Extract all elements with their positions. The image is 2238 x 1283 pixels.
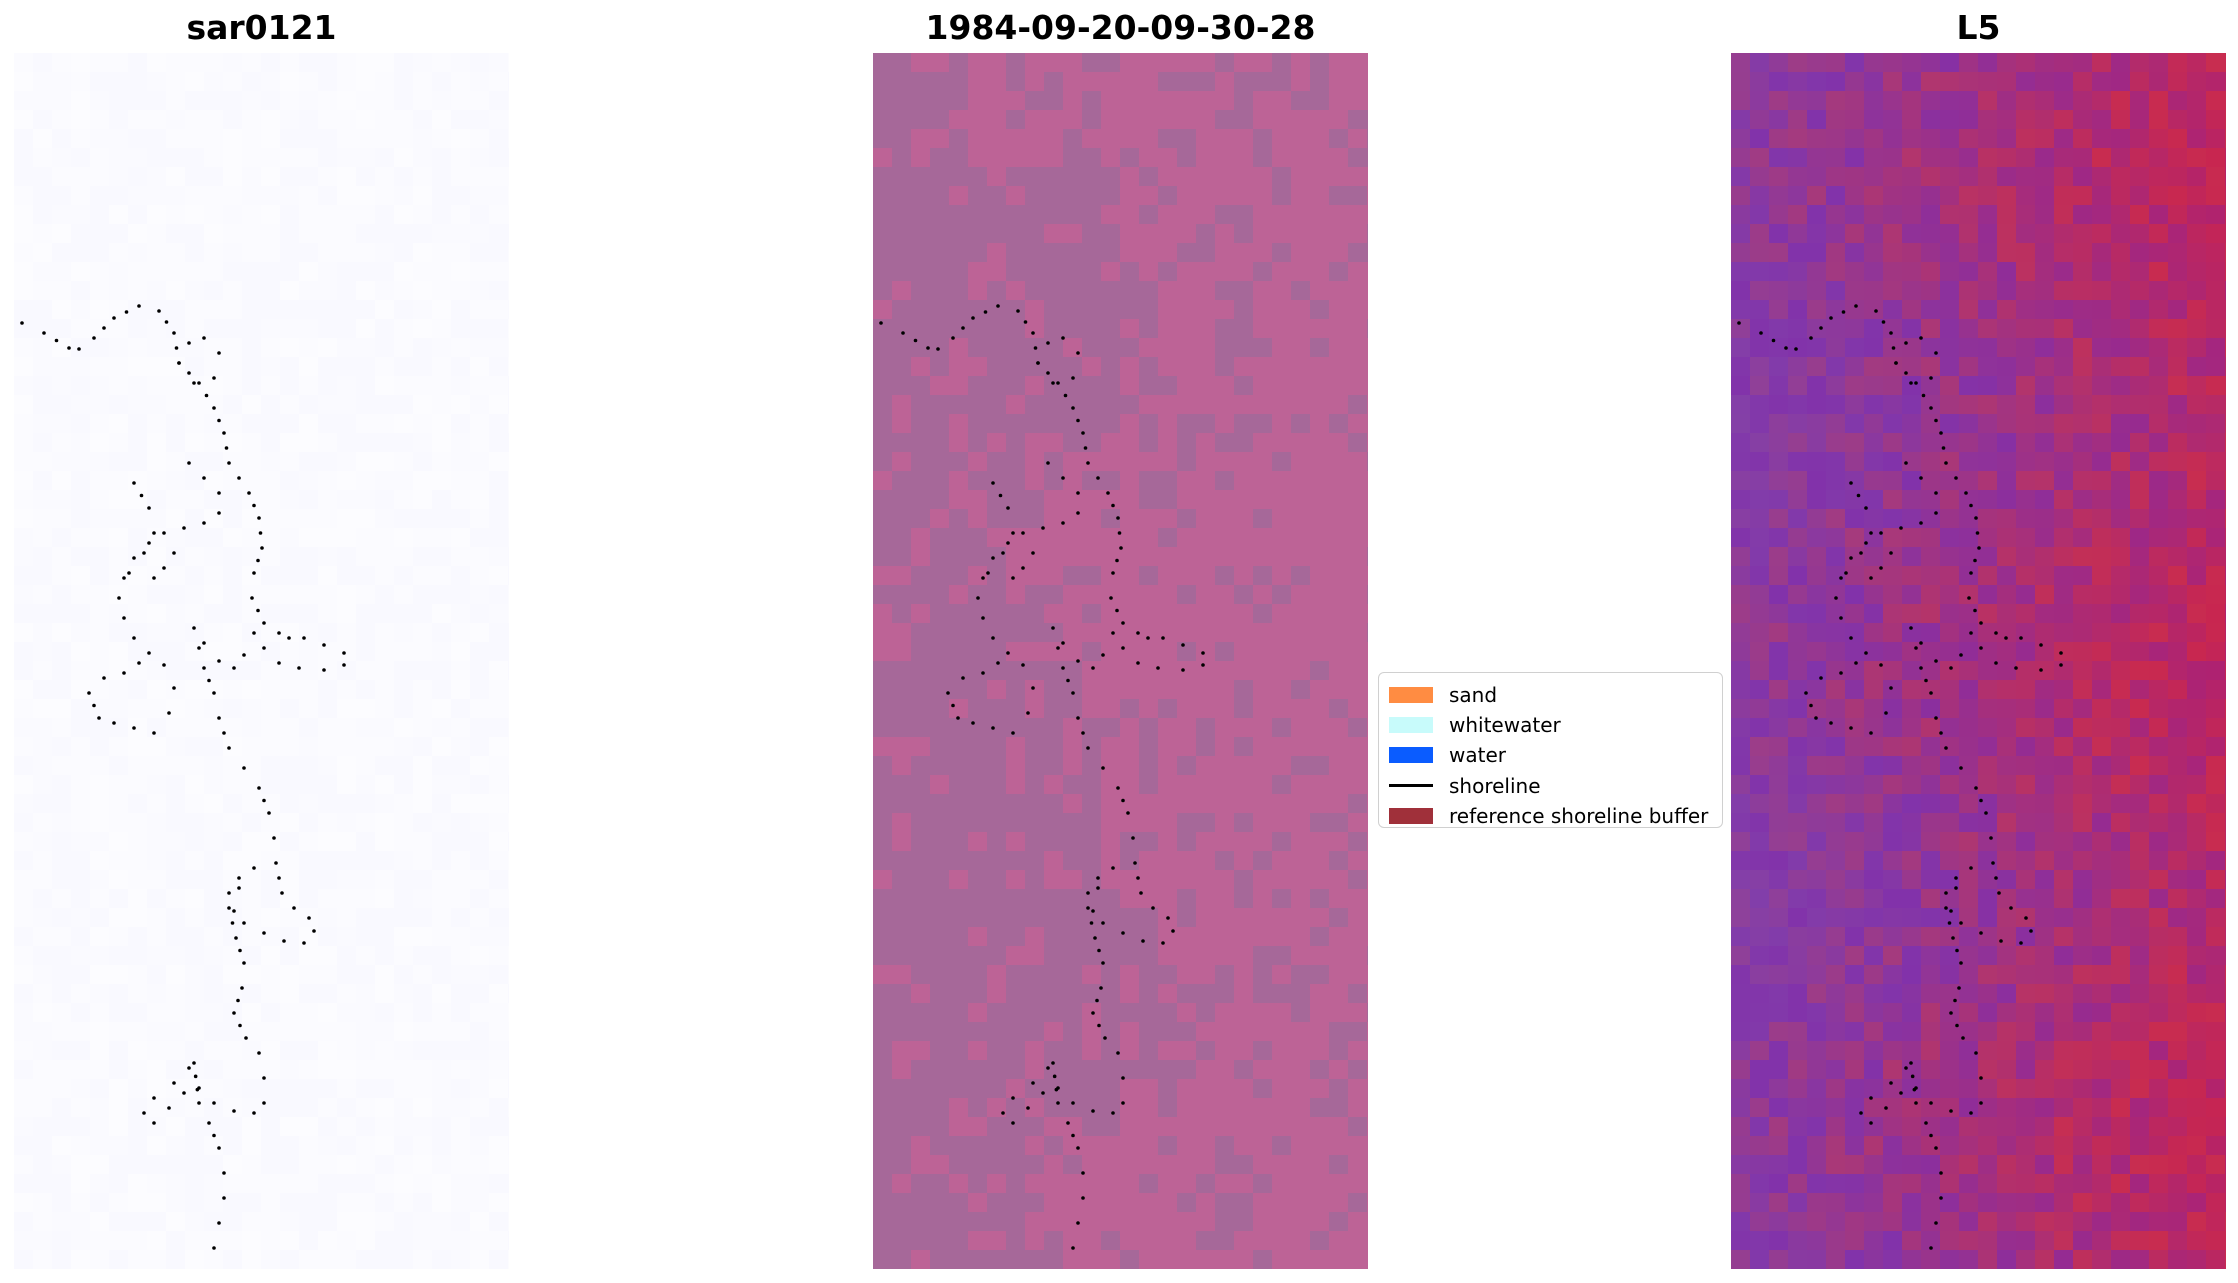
panel-title-date: 1984-09-20-09-30-28 — [925, 8, 1316, 47]
shoreline-dots — [1737, 304, 2063, 1250]
legend-label-reference-buffer: reference shoreline buffer — [1449, 803, 1709, 828]
panel-title-l5: L5 — [1956, 8, 2001, 47]
panel-title-sar0121: sar0121 — [186, 8, 337, 47]
legend-swatch-reference-buffer — [1389, 807, 1433, 824]
legend-item-shoreline: shoreline — [1389, 771, 1712, 801]
legend-item-sand: sand — [1389, 680, 1712, 710]
legend-item-water: water — [1389, 740, 1712, 770]
legend-swatch-sand — [1389, 687, 1433, 704]
classified-image — [873, 53, 1368, 1269]
l5-image-panel — [1731, 53, 2226, 1269]
legend-swatch-whitewater — [1389, 717, 1433, 734]
legend-label-sand: sand — [1449, 683, 1498, 708]
legend-label-water: water — [1449, 743, 1506, 768]
l5-image — [1731, 53, 2226, 1269]
classified-image-panel — [873, 53, 1368, 1269]
sar-image-panel — [14, 53, 509, 1269]
legend-line-shoreline — [1389, 784, 1433, 788]
legend-label-whitewater: whitewater — [1449, 713, 1561, 738]
legend-item-reference-buffer: reference shoreline buffer — [1389, 801, 1712, 831]
shoreline-dots — [20, 304, 346, 1250]
legend: sand whitewater water shoreline referenc… — [1378, 672, 1723, 828]
sar-image — [14, 53, 509, 1269]
shoreline-dots — [879, 304, 1205, 1250]
legend-item-whitewater: whitewater — [1389, 710, 1712, 740]
legend-label-shoreline: shoreline — [1449, 773, 1541, 798]
legend-swatch-water — [1389, 747, 1433, 764]
